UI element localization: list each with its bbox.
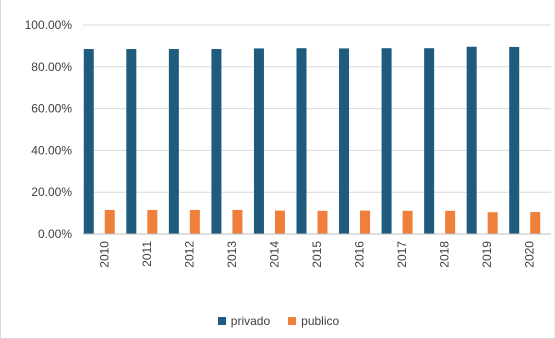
bar-publico-2017 xyxy=(402,210,413,234)
x-tick-label: 2014 xyxy=(267,241,281,268)
y-tick-label: 100.00% xyxy=(25,18,73,32)
legend-label-privado: privado xyxy=(230,314,271,328)
bars xyxy=(83,46,541,235)
x-tick-label: 2013 xyxy=(225,241,239,268)
legend-label-publico: publico xyxy=(301,314,340,328)
bar-privado-2013 xyxy=(211,49,222,234)
gridlines xyxy=(83,24,551,193)
x-tick-label: 2017 xyxy=(395,241,409,268)
x-tick-label: 2011 xyxy=(140,241,154,267)
bar-publico-2018 xyxy=(445,210,456,234)
y-tick-label: 40.00% xyxy=(31,143,72,157)
bar-privado-2018 xyxy=(424,48,435,234)
bar-publico-2013 xyxy=(232,209,243,234)
y-axis-ticks: 0.00% 20.00% 40.00% 60.00% 80.00% 100.00% xyxy=(25,18,73,241)
bar-privado-2011 xyxy=(126,49,137,234)
bar-publico-2020 xyxy=(530,212,541,234)
bar-privado-2014 xyxy=(253,48,264,234)
x-tick-label: 2018 xyxy=(438,241,452,268)
bar-publico-2011 xyxy=(147,209,158,234)
x-tick-label: 2012 xyxy=(182,241,196,268)
x-axis-ticks: 2010 2011 2012 2013 2014 2015 2016 2017 2018 2019… xyxy=(97,241,536,268)
legend-swatch-publico xyxy=(288,317,297,325)
x-tick-label: 2019 xyxy=(480,241,494,268)
bar-privado-2012 xyxy=(168,49,179,234)
bar-privado-2017 xyxy=(381,48,392,234)
y-tick-label: 80.00% xyxy=(31,60,72,74)
legend-swatch-privado xyxy=(217,317,226,325)
y-tick-label: 0.00% xyxy=(38,227,72,241)
bar-publico-2015 xyxy=(317,210,328,234)
x-tick-label: 2020 xyxy=(523,241,537,268)
bar-privado-2015 xyxy=(296,48,307,234)
bar-privado-2016 xyxy=(339,48,350,234)
bar-publico-2019 xyxy=(487,212,498,234)
x-tick-label: 2010 xyxy=(97,241,111,268)
x-tick-label: 2016 xyxy=(353,241,367,268)
bar-publico-2014 xyxy=(274,210,285,234)
bar-privado-2019 xyxy=(466,46,477,235)
y-tick-label: 20.00% xyxy=(31,185,72,199)
legend: privado publico xyxy=(1,314,555,328)
legend-item-privado: privado xyxy=(217,314,271,328)
x-tick-label: 2015 xyxy=(310,241,324,268)
bar-privado-2020 xyxy=(509,46,520,234)
bar-publico-2016 xyxy=(360,210,371,234)
bar-publico-2010 xyxy=(104,209,115,234)
bar-privado-2010 xyxy=(83,49,94,234)
y-tick-label: 60.00% xyxy=(31,102,72,116)
bar-publico-2012 xyxy=(189,209,200,234)
legend-item-publico: publico xyxy=(288,314,339,328)
